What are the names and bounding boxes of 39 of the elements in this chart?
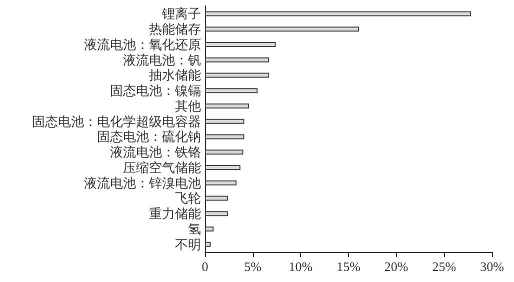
y-tick-label: 重力储能 <box>149 206 201 222</box>
y-tick-label: 飞轮 <box>175 190 201 206</box>
bar <box>205 118 244 124</box>
bar <box>205 196 228 201</box>
y-tick-label: 压缩空气储能 <box>123 160 201 175</box>
y-tick-label: 液流电池：钒 <box>123 52 201 68</box>
y-tick-label: 不明 <box>175 236 201 252</box>
bar <box>205 26 360 32</box>
bar <box>205 11 471 16</box>
x-tick-label: 15% <box>336 259 361 274</box>
y-tick-label: 固态电池：硫化钠 <box>97 129 201 144</box>
bar <box>205 57 270 62</box>
x-tick-label: 0 <box>202 259 208 274</box>
bar <box>205 88 258 94</box>
y-tick-label: 固态电池：电化学超级电容器 <box>32 114 201 129</box>
x-tick-label: 30% <box>480 259 504 274</box>
bar <box>205 180 237 186</box>
y-tick-label: 锂离子 <box>161 6 201 22</box>
x-tick-label: 20% <box>384 259 408 274</box>
y-tick-label: 热能储存 <box>149 22 201 37</box>
x-tick-label: 10% <box>288 259 313 274</box>
bar <box>205 42 276 47</box>
y-tick-label: 液流电池：锌溴电池 <box>84 175 201 190</box>
y-tick-label: 抽水储能 <box>149 68 201 83</box>
y-tick-label: 固态电池：镍镉 <box>110 83 201 98</box>
bar <box>205 242 211 247</box>
bar <box>205 164 240 170</box>
bar <box>205 211 228 216</box>
y-tick-label: 氢 <box>188 221 201 236</box>
y-tick-label: 液流电池：氧化还原 <box>84 36 201 52</box>
x-tick-label: 5% <box>244 259 262 274</box>
x-tick-label: 25% <box>432 259 456 274</box>
bar <box>205 72 270 78</box>
bar <box>205 150 244 155</box>
y-tick-label: 液流电池：铁铬 <box>110 144 201 160</box>
y-tick-label: 其他 <box>175 98 201 114</box>
bar <box>205 103 250 108</box>
bar <box>205 226 214 232</box>
bar <box>205 134 244 140</box>
